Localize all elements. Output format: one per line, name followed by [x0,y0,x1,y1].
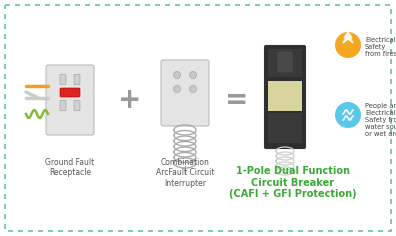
Text: +: + [118,86,142,114]
Text: Combination
ArcFault Circuit
Interrupter: Combination ArcFault Circuit Interrupter [156,158,214,188]
FancyBboxPatch shape [60,75,66,84]
Text: People and
Electrical
Safety from
water source
or wet areas: People and Electrical Safety from water … [365,103,396,137]
Circle shape [190,85,196,93]
FancyBboxPatch shape [268,49,302,77]
Text: Ground Fault
Receptacle: Ground Fault Receptacle [46,158,95,177]
FancyBboxPatch shape [60,101,66,110]
FancyBboxPatch shape [74,101,80,110]
FancyBboxPatch shape [268,81,302,111]
Circle shape [190,72,196,79]
Text: =: = [225,86,249,114]
Circle shape [173,85,181,93]
Circle shape [335,32,361,58]
Text: Electrical
Safety
from fires: Electrical Safety from fires [365,37,396,57]
Circle shape [335,102,361,128]
FancyBboxPatch shape [46,65,94,135]
Text: 1-Pole Dual Function
Circuit Breaker
(CAFI + GFI Protection): 1-Pole Dual Function Circuit Breaker (CA… [229,166,357,199]
Circle shape [173,72,181,79]
FancyBboxPatch shape [60,88,80,97]
FancyBboxPatch shape [268,113,302,143]
FancyBboxPatch shape [74,75,80,84]
FancyBboxPatch shape [278,52,292,72]
Polygon shape [343,32,353,43]
FancyBboxPatch shape [265,46,305,148]
FancyBboxPatch shape [161,60,209,126]
